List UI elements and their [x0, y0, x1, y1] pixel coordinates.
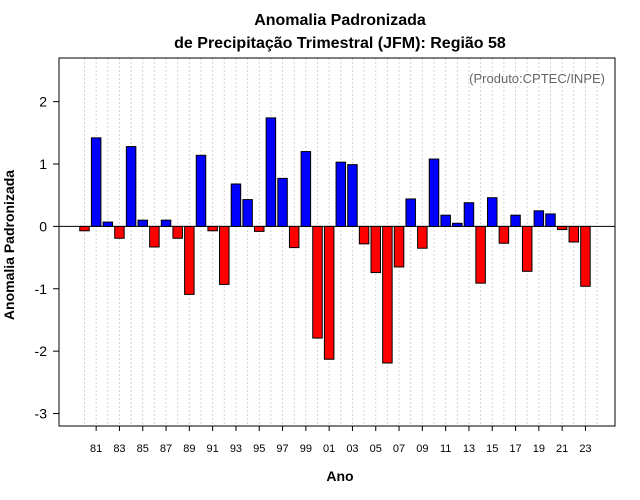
- bar-22: [568, 225, 580, 243]
- bar-10: [428, 158, 440, 227]
- bar-84: [125, 146, 137, 227]
- bar-05: [370, 225, 381, 274]
- bar-89: [184, 225, 195, 295]
- bar-81: [90, 137, 102, 227]
- grid-lines: [84, 58, 598, 426]
- bar-02: [335, 161, 347, 227]
- x-tick-label: 03: [346, 443, 358, 455]
- bar-11: [440, 214, 451, 227]
- y-axis-label: Anomalia Padronizada: [1, 170, 17, 320]
- y-tick-label: -2: [35, 343, 48, 359]
- bar-04: [358, 225, 370, 245]
- bar-00: [312, 225, 323, 339]
- x-tick-label: 95: [253, 443, 265, 455]
- bar-85: [137, 219, 148, 227]
- bar-86: [149, 225, 160, 248]
- bar-21: [556, 225, 568, 231]
- bar-09: [417, 225, 428, 249]
- product-watermark: (Produto:CPTEC/INPE): [469, 71, 605, 86]
- bars-group: [79, 117, 591, 364]
- x-tick-label: 11: [440, 443, 451, 455]
- bar-96: [265, 117, 277, 227]
- bar-83: [114, 225, 125, 239]
- bar-20: [545, 213, 556, 227]
- x-tick-label: 23: [579, 443, 591, 455]
- x-tick-label: 87: [160, 443, 172, 455]
- bar-88: [172, 225, 183, 239]
- x-tick-label: 83: [113, 443, 125, 455]
- x-axis-label: Ano: [326, 468, 353, 484]
- x-tick-label: 01: [323, 443, 335, 455]
- x-tick-label: 99: [300, 443, 312, 455]
- bar-16: [498, 225, 510, 244]
- y-tick-label: 0: [39, 218, 47, 234]
- bar-93: [230, 183, 242, 227]
- bar-95: [254, 225, 265, 232]
- y-tick-label: 2: [39, 94, 47, 110]
- bar-90: [195, 154, 207, 227]
- x-tick-label: 09: [416, 443, 428, 455]
- bar-06: [382, 225, 393, 364]
- bar-08: [405, 198, 416, 227]
- x-tick-label: 13: [463, 443, 475, 455]
- y-tick-label: 1: [39, 156, 47, 172]
- bar-91: [207, 225, 218, 232]
- bar-18: [521, 225, 533, 272]
- bar-23: [580, 225, 591, 287]
- x-tick-label: 81: [90, 443, 102, 455]
- bar-97: [277, 177, 288, 227]
- bar-15: [487, 197, 498, 227]
- x-tick-label: 15: [486, 443, 498, 455]
- y-tick-label: -3: [35, 406, 48, 422]
- bar-99: [300, 151, 312, 227]
- x-tick-label: 05: [370, 443, 382, 455]
- x-tick-label: 85: [137, 443, 149, 455]
- x-tick-label: 21: [556, 443, 568, 455]
- bar-80: [79, 225, 90, 232]
- chart-title: Anomalia Padronizada: [254, 12, 426, 29]
- x-tick-label: 93: [230, 443, 242, 455]
- x-tick-label: 97: [276, 443, 288, 455]
- x-tick-label: 19: [533, 443, 545, 455]
- x-tick-label: 89: [183, 443, 195, 455]
- bar-14: [475, 225, 486, 284]
- y-axis: -3 -2 -1 0 1 2: [35, 94, 59, 422]
- bar-98: [288, 225, 300, 249]
- bar-07: [393, 225, 405, 268]
- bar-19: [533, 210, 545, 227]
- y-tick-label: -1: [35, 281, 48, 297]
- x-tick-label: 07: [393, 443, 405, 455]
- bar-94: [242, 199, 253, 227]
- plot-frame: [58, 57, 616, 427]
- bar-03: [347, 164, 358, 227]
- bar-13: [463, 202, 475, 227]
- x-tick-label: 17: [509, 443, 521, 455]
- x-tick-label: 91: [207, 443, 219, 455]
- bar-12: [452, 222, 463, 227]
- bar-87: [160, 219, 172, 227]
- bar-92: [219, 225, 230, 285]
- bar-82: [102, 221, 114, 227]
- bar-01: [323, 225, 335, 360]
- chart-subtitle: de Precipitação Trimestral (JFM): Região…: [174, 35, 506, 52]
- x-axis: 81 83 85 87 89 91 93 95 97 99 01 03 05 07 09 11 13 15 17 19…: [90, 426, 592, 455]
- bar-17: [510, 214, 521, 227]
